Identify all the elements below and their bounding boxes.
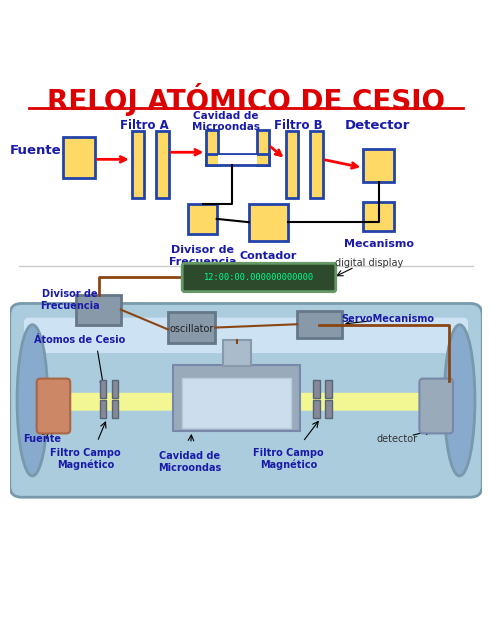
FancyBboxPatch shape	[24, 317, 468, 353]
FancyBboxPatch shape	[182, 263, 336, 292]
Bar	[310, 131, 323, 198]
FancyBboxPatch shape	[419, 379, 453, 433]
Text: ServoMecanismo: ServoMecanismo	[341, 314, 434, 324]
Text: Filtro A: Filtro A	[120, 119, 169, 132]
Bar	[182, 378, 291, 428]
Text: Filtro Campo
Magnético: Filtro Campo Magnético	[253, 447, 324, 470]
Bar	[363, 202, 395, 231]
Bar	[223, 340, 251, 366]
Bar	[325, 401, 332, 419]
Text: Contador
Digital: Contador Digital	[240, 251, 297, 273]
Bar	[188, 204, 216, 234]
Text: Mecanismo: Mecanismo	[344, 239, 414, 249]
Bar	[156, 131, 168, 198]
Bar	[313, 401, 320, 419]
Bar	[62, 137, 95, 179]
Text: oscillator: oscillator	[169, 323, 214, 333]
Bar	[132, 131, 144, 198]
Text: Fuente: Fuente	[10, 145, 62, 157]
Bar	[363, 149, 395, 182]
Bar	[99, 380, 106, 398]
Bar	[206, 154, 269, 165]
Text: Cavidad de
Microondas: Cavidad de Microondas	[192, 111, 260, 132]
Bar	[286, 131, 298, 198]
Bar	[112, 401, 119, 419]
Text: Fuente: Fuente	[23, 434, 61, 444]
FancyBboxPatch shape	[46, 393, 437, 411]
Bar	[297, 310, 342, 338]
Bar	[218, 155, 257, 164]
Text: Divisor de
Frecuencia: Divisor de Frecuencia	[169, 245, 236, 267]
Bar	[168, 312, 215, 342]
Ellipse shape	[17, 324, 48, 476]
Text: Filtro B: Filtro B	[274, 119, 322, 132]
Text: 12:00:00.000000000000: 12:00:00.000000000000	[204, 273, 314, 282]
Text: digital display: digital display	[335, 259, 403, 268]
Text: Divisor de
Frecuencia: Divisor de Frecuencia	[40, 289, 100, 311]
Ellipse shape	[444, 324, 475, 476]
Bar	[257, 130, 269, 165]
Bar	[206, 130, 217, 165]
Bar	[173, 365, 300, 431]
Bar	[112, 380, 119, 398]
FancyBboxPatch shape	[37, 379, 70, 433]
Bar	[249, 204, 288, 241]
Bar	[99, 401, 106, 419]
Text: Detector: Detector	[345, 119, 410, 132]
FancyBboxPatch shape	[10, 303, 482, 497]
Bar	[313, 380, 320, 398]
Bar	[325, 380, 332, 398]
Text: RELOJ ATÓMICO DE CESIO: RELOJ ATÓMICO DE CESIO	[47, 83, 445, 116]
Bar	[76, 295, 121, 324]
Text: detector: detector	[377, 434, 418, 444]
Text: Átomos de Cesio: Átomos de Cesio	[34, 335, 125, 345]
Text: Filtro Campo
Magnético: Filtro Campo Magnético	[50, 447, 121, 470]
Text: Cavidad de
Microondas: Cavidad de Microondas	[157, 451, 221, 473]
